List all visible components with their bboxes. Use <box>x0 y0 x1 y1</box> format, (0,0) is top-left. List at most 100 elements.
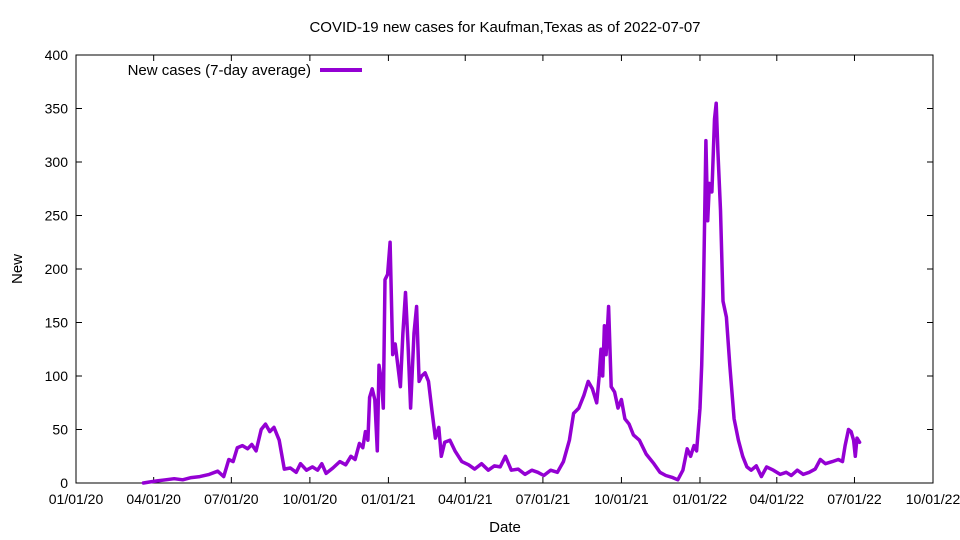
data-point <box>742 455 744 457</box>
data-point <box>808 471 810 473</box>
data-point <box>369 396 371 398</box>
x-tick-label: 04/01/21 <box>438 491 493 507</box>
data-point <box>610 386 612 388</box>
data-point <box>550 469 552 471</box>
data-point <box>717 150 719 152</box>
data-point <box>317 469 319 471</box>
data-point <box>345 464 347 466</box>
data-point <box>255 450 257 452</box>
data-point <box>397 364 399 366</box>
data-point <box>364 431 366 433</box>
data-point <box>598 375 600 377</box>
data-point <box>499 466 501 468</box>
data-point <box>690 455 692 457</box>
data-point <box>217 470 219 472</box>
data-point <box>339 461 341 463</box>
data-point <box>389 241 391 243</box>
legend: New cases (7-day average) <box>128 62 362 79</box>
x-tick-label: 01/01/22 <box>673 491 728 507</box>
data-point <box>410 407 412 409</box>
data-point <box>760 476 762 478</box>
data-point <box>711 191 713 193</box>
data-point <box>199 476 201 478</box>
chart-title: COVID-19 new cases for Kaufman,Texas as … <box>309 19 700 36</box>
data-point <box>850 431 852 433</box>
data-point <box>362 447 364 449</box>
data-point <box>517 468 519 470</box>
data-point <box>624 418 626 420</box>
data-point <box>720 209 721 211</box>
data-point <box>424 372 426 374</box>
data-point <box>779 473 781 475</box>
x-tick-label: 04/01/20 <box>126 491 181 507</box>
data-point <box>837 459 839 460</box>
y-tick-label: 50 <box>52 422 68 438</box>
x-tick-label: 10/01/22 <box>906 491 960 507</box>
data-point <box>236 447 238 449</box>
data-point <box>591 388 593 390</box>
x-tick-label: 07/01/20 <box>204 491 259 507</box>
data-point <box>487 469 489 471</box>
data-point <box>856 437 858 439</box>
data-point <box>824 463 826 465</box>
data-point <box>796 469 798 471</box>
data-point <box>504 455 506 457</box>
data-point <box>428 380 429 382</box>
data-point <box>354 459 356 460</box>
data-point <box>182 479 184 481</box>
data-point <box>568 439 570 441</box>
data-point <box>632 434 634 436</box>
y-tick-label: 150 <box>45 315 69 331</box>
series-line-0 <box>141 101 862 485</box>
data-point <box>407 343 409 345</box>
data-point <box>223 476 225 478</box>
data-point <box>418 380 420 382</box>
data-point <box>376 450 378 452</box>
y-tick-label: 250 <box>45 208 69 224</box>
data-point <box>614 391 616 393</box>
data-point <box>693 445 695 447</box>
data-point <box>819 459 821 460</box>
data-point <box>842 461 843 463</box>
data-point <box>269 431 271 433</box>
x-tick-label: 10/01/21 <box>594 491 649 507</box>
data-point <box>665 475 667 476</box>
data-point <box>371 388 373 390</box>
data-point <box>387 273 389 275</box>
data-point <box>378 364 380 366</box>
x-axis: 01/01/20 04/01/20 07/01/20 10/01/20 01/01/21… <box>49 55 960 507</box>
data-point <box>394 343 396 345</box>
series-layer <box>141 101 862 485</box>
data-point <box>859 441 861 443</box>
data-point <box>405 292 406 293</box>
data-point <box>701 364 703 366</box>
data-point <box>708 182 710 184</box>
data-point <box>392 354 394 356</box>
data-point <box>454 450 456 452</box>
data-point <box>350 455 352 457</box>
data-point <box>325 472 327 474</box>
data-point <box>659 471 661 473</box>
data-point <box>474 468 476 470</box>
data-point <box>283 468 285 470</box>
data-point <box>854 455 856 457</box>
data-point <box>416 306 418 307</box>
data-point <box>543 475 545 476</box>
data-point <box>672 477 674 479</box>
data-point <box>247 448 249 450</box>
y-tick-label: 200 <box>45 261 69 277</box>
data-point <box>421 375 423 377</box>
data-point <box>358 442 360 444</box>
data-point <box>696 450 698 452</box>
data-point <box>714 118 715 120</box>
data-point <box>578 407 580 409</box>
data-point <box>251 444 253 445</box>
data-point <box>440 455 442 457</box>
data-point <box>289 467 291 469</box>
data-point <box>228 459 230 460</box>
data-point <box>149 481 151 483</box>
data-point <box>733 418 735 420</box>
data-point <box>265 423 266 425</box>
data-point <box>461 461 463 463</box>
